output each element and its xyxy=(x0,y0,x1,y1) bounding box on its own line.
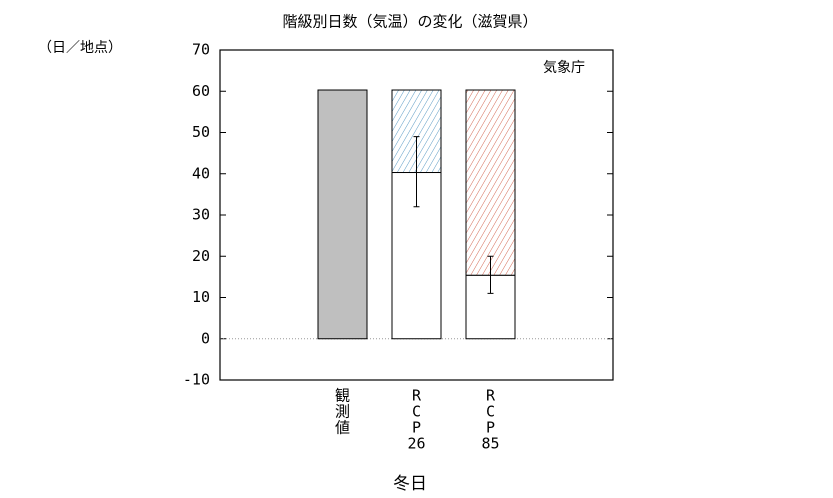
source-label: 気象庁 xyxy=(543,60,585,76)
x-tick-label: 26 xyxy=(407,435,425,453)
x-tick-label: C xyxy=(486,403,495,421)
plot-frame xyxy=(219,49,614,381)
bar xyxy=(465,89,516,276)
x-tick-label: P xyxy=(486,419,495,437)
x-axis-label: 冬日 xyxy=(393,474,427,494)
x-tick-label: 85 xyxy=(481,435,499,453)
y-tick-label: -10 xyxy=(183,371,210,389)
y-tick-label: 60 xyxy=(192,82,210,100)
y-tick-label: 0 xyxy=(201,329,210,347)
x-tick-label: C xyxy=(412,403,421,421)
x-tick-label: 観 xyxy=(335,387,350,405)
y-tick-label: 70 xyxy=(192,41,210,59)
y-tick-label: 20 xyxy=(192,247,210,265)
chart-title: 階級別日数（気温）の変化（滋賀県） xyxy=(282,13,537,31)
y-tick-label: 40 xyxy=(192,164,210,182)
x-tick-label: P xyxy=(412,419,421,437)
y-tick-label: 30 xyxy=(192,206,210,224)
y-tick-label: 50 xyxy=(192,123,210,141)
x-tick-label: 値 xyxy=(335,419,350,437)
bar xyxy=(317,89,368,340)
y-tick-label: 10 xyxy=(192,288,210,306)
x-tick-label: 測 xyxy=(335,403,350,421)
y-axis-unit: （日／地点） xyxy=(38,40,122,56)
x-tick-label: R xyxy=(486,387,496,405)
x-tick-label: R xyxy=(412,387,422,405)
